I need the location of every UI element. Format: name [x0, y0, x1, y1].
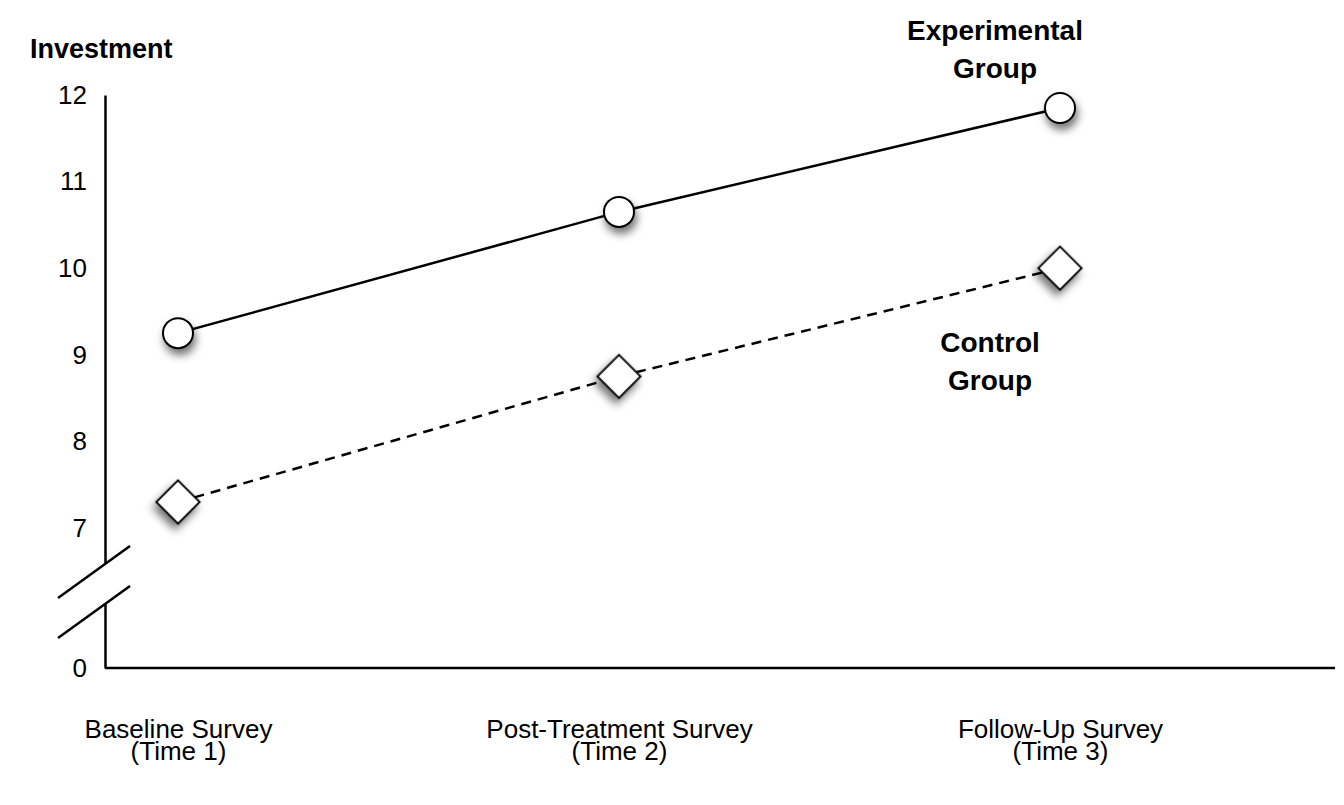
series-label: ControlGroup	[940, 327, 1040, 396]
chart: 0 7 8 9 10 11 12 Baseline Survey(Time 1) Post-Tr…	[0, 0, 1344, 805]
marker-circle	[163, 318, 193, 348]
y-tick: 0	[73, 653, 105, 683]
y-tick: 9	[73, 340, 105, 370]
x-tick-label: Baseline Survey(Time 1)	[85, 714, 273, 766]
y-tick-label: 12	[58, 80, 87, 110]
plot-area	[156, 93, 1081, 524]
y-tick: 10	[58, 253, 105, 283]
marker-diamond	[1038, 247, 1081, 290]
y-tick: 12	[58, 80, 105, 110]
y-tick: 8	[73, 426, 105, 456]
y-tick-label: 11	[60, 166, 87, 196]
marker-circle	[1045, 93, 1075, 123]
x-axis-line	[105, 667, 1335, 670]
marker-diamond	[597, 355, 640, 398]
axis-break-gap	[58, 546, 130, 638]
axis-break-line	[58, 586, 130, 638]
axis-break	[58, 546, 130, 638]
x-tick: Post-Treatment Survey(Time 2)	[486, 672, 752, 766]
x-tick-label: Follow-Up Survey(Time 3)	[958, 714, 1163, 766]
marker-circle	[604, 197, 634, 227]
marker-diamond	[156, 480, 199, 523]
axis-break-line	[58, 546, 130, 598]
series-line	[178, 268, 1060, 502]
x-tick: Baseline Survey(Time 1)	[85, 672, 273, 766]
series-label: ExperimentalGroup	[907, 15, 1083, 84]
y-tick: 7	[73, 513, 105, 543]
y-axis-title: Investment	[30, 34, 173, 64]
y-tick-label: 10	[58, 253, 87, 283]
series-line	[178, 108, 1060, 333]
y-tick-label: 8	[73, 426, 87, 456]
x-axis: Baseline Survey(Time 1) Post-Treatment Su…	[85, 672, 1164, 766]
x-tick: Follow-Up Survey(Time 3)	[958, 672, 1163, 766]
y-tick-label: 7	[73, 513, 87, 543]
y-tick-label: 9	[73, 340, 87, 370]
x-tick-label: Post-Treatment Survey(Time 2)	[486, 714, 752, 766]
y-tick: 11	[60, 166, 105, 196]
y-tick-label: 0	[73, 653, 87, 683]
